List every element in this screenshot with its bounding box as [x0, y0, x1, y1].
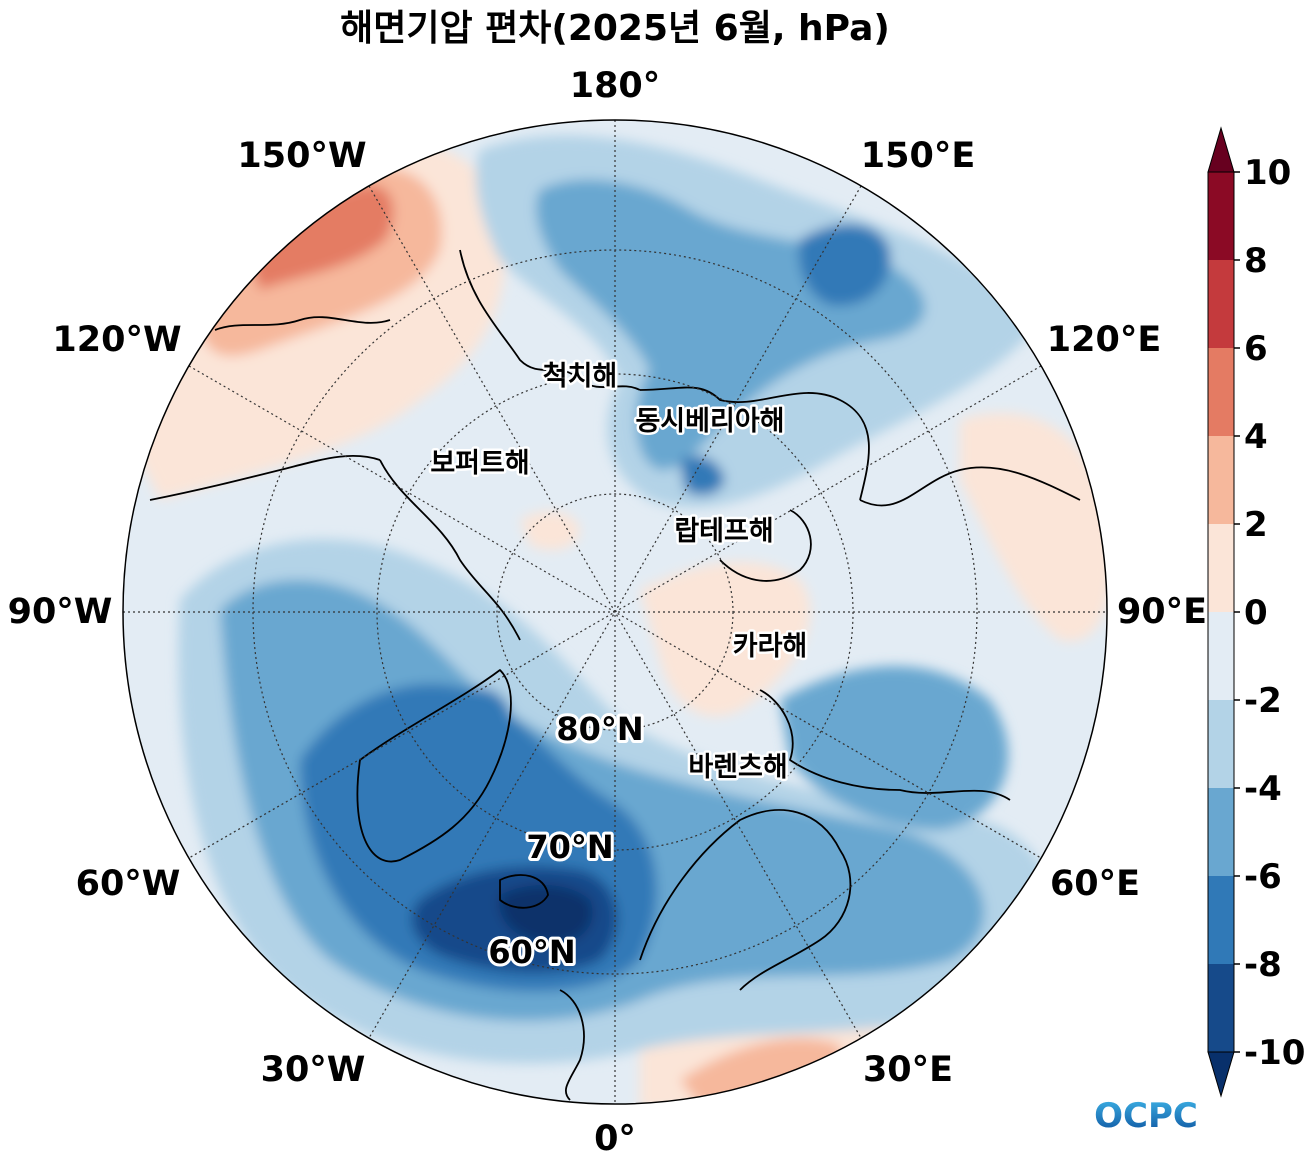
lon-label-60e: 60°E: [1050, 864, 1140, 904]
colorbar-bin: [1208, 436, 1234, 525]
colorbar-tick-label: -6: [1244, 857, 1282, 897]
colorbar-tick-label: 8: [1244, 241, 1268, 281]
lon-label-150w: 150°W: [237, 136, 366, 176]
lon-label-120w: 120°W: [52, 320, 181, 360]
sea-label-kara: 카라해: [733, 631, 808, 662]
graticule: [122, 119, 1108, 1105]
anomaly-field: [123, 120, 1107, 1104]
lon-label-0: 0°: [594, 1119, 636, 1159]
colorbar-bin: [1208, 700, 1234, 789]
lon-label-90e: 90°E: [1117, 592, 1207, 632]
colorbar-extend-bottom: [1207, 1051, 1235, 1098]
colorbar-bin: [1208, 788, 1234, 877]
ocpc-logo: OCPC: [1094, 1096, 1198, 1136]
lat-label-80n: 80°N: [556, 710, 643, 748]
colorbar-tick-label: 4: [1244, 417, 1268, 457]
colorbar-tick-label: -10: [1244, 1033, 1305, 1073]
latitude-labels: 80°N 70°N 60°N: [485, 707, 646, 974]
lat-label-60n: 60°N: [488, 933, 575, 971]
lon-label-60w: 60°W: [76, 864, 181, 904]
colorbar-bin: [1208, 348, 1234, 437]
colorbar-bin: [1208, 172, 1234, 261]
colorbar-bin: [1208, 612, 1234, 701]
lon-label-180: 180°: [570, 66, 661, 106]
sea-label-barents: 바렌츠해: [688, 752, 787, 783]
colorbar-bin: [1208, 964, 1234, 1053]
colorbar-tick-label: 0: [1244, 593, 1268, 633]
colorbar-extend-top: [1207, 126, 1235, 173]
lon-label-30w: 30°W: [261, 1050, 366, 1090]
longitude-labels: 180° 150°W 150°E 120°W 120°E 90°W 90°E 6…: [8, 66, 1207, 1159]
colorbar-tick-label: -8: [1244, 945, 1282, 985]
chart-title: 해면기압 편차(2025년 6월, hPa): [340, 8, 890, 49]
colorbar-tick-label: 10: [1244, 153, 1291, 193]
sea-label-beaufort: 보퍼트해: [430, 448, 529, 479]
sea-label-east-siberian: 동시베리아해: [635, 406, 784, 437]
colorbar: 10 8 6 4 2 0 -2 -4 -6 -8 -10: [1207, 126, 1305, 1098]
coastlines: [149, 249, 1081, 1101]
lat-label-70n: 70°N: [526, 828, 613, 866]
lon-label-90w: 90°W: [8, 592, 113, 632]
sea-labels: 척치해 동시베리아해 보퍼트해 랍테프해 카라해 바렌츠해: [428, 359, 810, 786]
sea-label-chukchi: 척치해: [543, 361, 618, 392]
colorbar-bin: [1208, 260, 1234, 349]
colorbar-tick-label: -4: [1244, 769, 1282, 809]
colorbar-bin: [1208, 524, 1234, 613]
colorbar-bin: [1208, 876, 1234, 965]
colorbar-tick-label: 6: [1244, 329, 1268, 369]
sea-label-laptev: 랍테프해: [674, 516, 773, 547]
lon-label-30e: 30°E: [863, 1050, 953, 1090]
lon-label-120e: 120°E: [1047, 320, 1161, 360]
colorbar-tick-label: -2: [1244, 681, 1282, 721]
colorbar-tick-label: 2: [1244, 505, 1268, 545]
lon-label-150e: 150°E: [861, 136, 975, 176]
